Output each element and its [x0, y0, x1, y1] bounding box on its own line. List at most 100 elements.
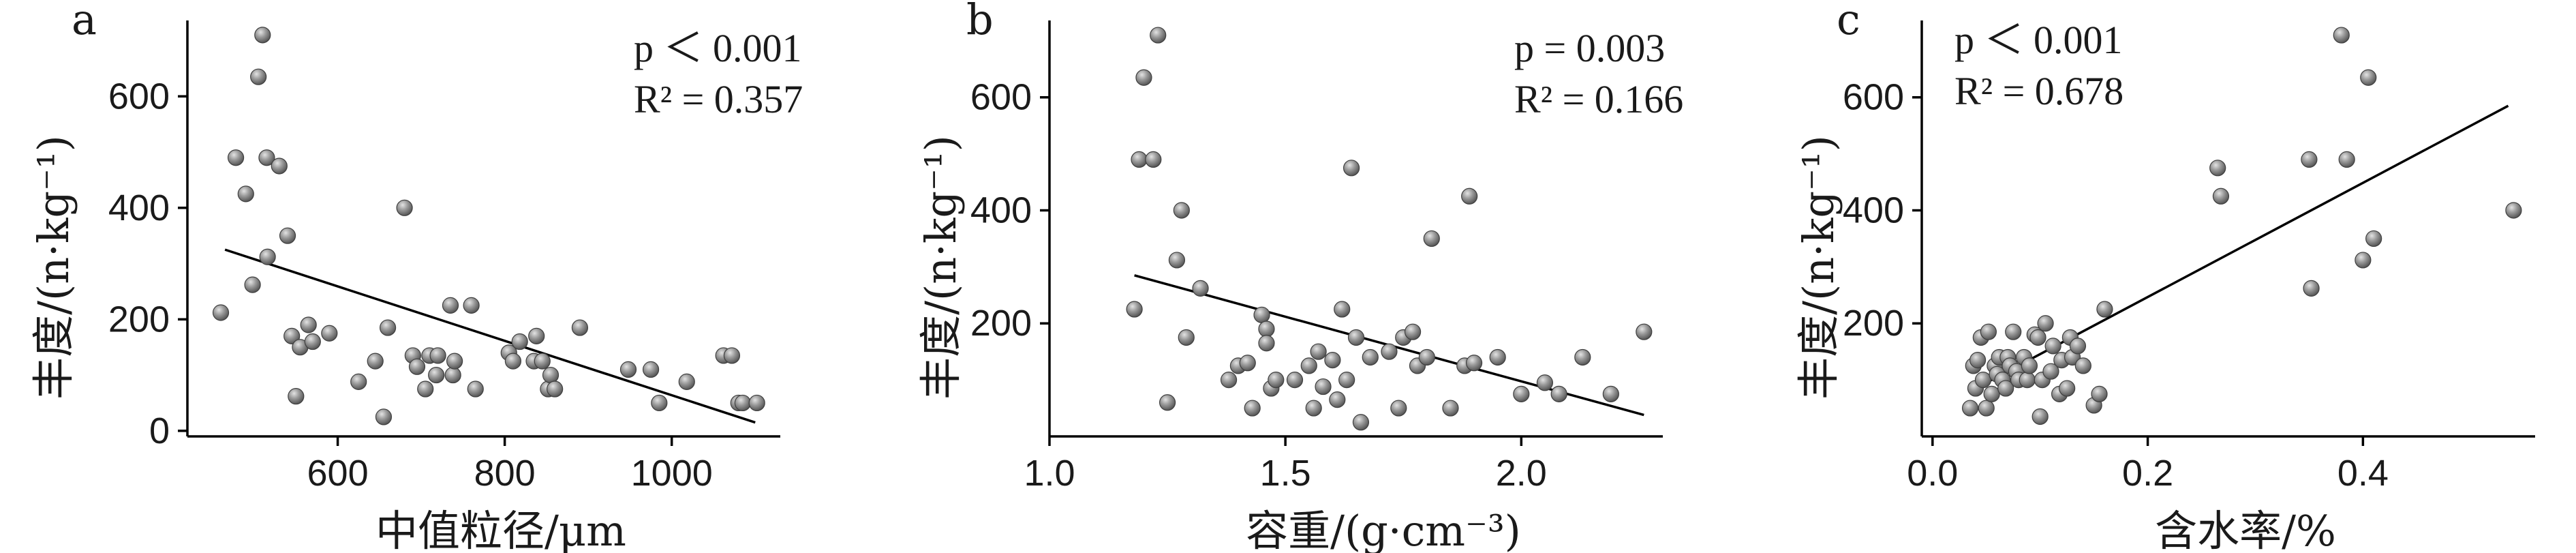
panel-b-y-tick-label: 600	[970, 77, 1032, 118]
panel-a-data-point	[367, 353, 384, 370]
panel-b-data-point	[1268, 372, 1285, 389]
panel-b-data-point	[1352, 414, 1370, 431]
panel-a-y-tick-label: 400	[108, 188, 170, 228]
panel-a-data-point	[642, 361, 660, 378]
panel-b-y-tick-label: 400	[970, 190, 1032, 230]
panel-c-data-point	[2301, 151, 2318, 168]
panel-b-data-point	[1602, 385, 1619, 402]
panel-b-x-tick-label: 1.0	[1024, 453, 1075, 494]
panel-b-data-point	[1315, 378, 1332, 395]
panel-c-data-point	[2209, 160, 2226, 177]
panel-b-data-point	[1381, 343, 1398, 360]
panel-a-data-point	[734, 394, 751, 412]
panel-a-data-point	[504, 353, 521, 370]
panel-a-data-point	[321, 325, 338, 342]
panel-c-y-tick-label: 200	[1843, 303, 1904, 344]
panel-b-data-point	[1418, 348, 1435, 366]
panel-b-data-point	[1362, 348, 1379, 366]
panel-a-data-point	[748, 394, 765, 412]
panel-a-data-point	[250, 68, 267, 85]
panel-a-x-axis-title: 中值粒径/μm	[375, 506, 626, 553]
panel-a-data-point	[651, 394, 668, 412]
panel-b-p-value: p = 0.003	[1514, 26, 1665, 70]
panel-a-p-value: p ＜ 0.001	[634, 26, 802, 70]
panel-c-data-point	[1980, 323, 1997, 340]
panel-b-x-tick-label: 1.5	[1260, 453, 1311, 494]
panel-a-data-point	[212, 304, 230, 321]
panel-a-data-point	[283, 327, 301, 344]
panel-a-data-point	[429, 347, 446, 364]
panel-b-data-point	[1423, 230, 1440, 248]
panel-c-x-tick-label: 0.4	[2337, 453, 2389, 494]
panel-c-data-point	[1974, 372, 1992, 389]
panel-a-data-point	[237, 185, 254, 203]
panel-b-data-point	[1300, 357, 1317, 374]
panel-b-data-point	[1338, 372, 1355, 389]
panel-b-data-point	[1550, 385, 1567, 402]
panel-a-data-point	[254, 27, 271, 44]
panel-c-data-point	[2096, 301, 2113, 318]
panel-a-data-point	[446, 353, 463, 370]
panel-c-data-point	[2029, 329, 2046, 346]
panel-a-y-tick-label: 200	[108, 299, 170, 340]
panel-a-data-point	[542, 366, 559, 384]
panel-b-data-point	[1305, 400, 1322, 417]
panel-c-x-tick-label: 0.2	[2122, 453, 2173, 494]
panel-b-data-point	[1131, 151, 1148, 168]
panel-c-x-tick-label: 0.0	[1907, 453, 1958, 494]
panel-a-data-point	[300, 316, 317, 333]
panel-a-data-point	[444, 366, 461, 384]
panel-b-data-point	[1258, 335, 1275, 352]
panel-c-data-point	[2360, 69, 2377, 86]
panel-b-data-point	[1258, 320, 1275, 338]
panel-c-y-tick-label: 400	[1843, 190, 1904, 230]
panel-b-data-point	[1173, 202, 1190, 219]
panel-b-data-point	[1220, 372, 1238, 389]
panel-a-data-point	[547, 380, 564, 398]
panel-a-data-point	[467, 380, 484, 398]
panel-b-label: b	[966, 0, 994, 44]
panel-b-data-point	[1390, 400, 1407, 417]
panel-c-data-point	[2338, 151, 2355, 168]
panel-c-y-tick-label: 600	[1843, 77, 1904, 118]
panel-a-data-point	[375, 408, 393, 425]
panel-b-y-tick-label: 200	[970, 303, 1032, 344]
panel-a-data-point	[350, 373, 367, 390]
panel-c-data-point	[2069, 338, 2087, 355]
panel-c-data-point	[2031, 408, 2049, 425]
panel-b-data-point	[1536, 374, 1554, 391]
panel-a-data-point	[288, 388, 305, 405]
panel-a-data-point	[619, 361, 637, 378]
panel-b-data-point	[1461, 188, 1478, 205]
panel-a-data-point	[428, 366, 445, 384]
panel-b-data-point	[1192, 280, 1209, 297]
panel-a-data-point	[279, 227, 296, 244]
panel-a-data-point	[417, 380, 434, 398]
panel-a-data-point	[442, 297, 459, 314]
panel-b-data-point	[1253, 306, 1270, 323]
panel-a-data-point	[723, 347, 741, 364]
panel-a-regression-line	[224, 248, 756, 424]
panel-a-data-point	[258, 149, 275, 166]
panel-c-data-point	[1978, 400, 1995, 417]
panel-b-r-squared: R² = 0.166	[1514, 77, 1683, 121]
panel-b-data-point	[1310, 343, 1327, 360]
panel-c-data-point	[2091, 385, 2108, 402]
panel-b-data-point	[1324, 352, 1341, 369]
panel-a-x-tick-label: 800	[474, 453, 536, 494]
panel-c-p-value: p ＜ 0.001	[1954, 18, 2123, 62]
panel-b-data-point	[1574, 348, 1591, 366]
panel-c-data-point	[2019, 372, 2036, 389]
panel-c-data-point	[2074, 357, 2091, 374]
panel-b-data-point	[1404, 323, 1422, 340]
panel-b-data-point	[1168, 252, 1186, 269]
panel-a-data-point	[379, 319, 397, 336]
panel-a-data-point	[511, 333, 528, 350]
panel-a-data-point	[244, 276, 261, 293]
panel-b-x-axis-title: 容重/(g·cm⁻³)	[1246, 506, 1521, 553]
panel-a-data-point	[227, 149, 245, 166]
panel-b-data-point	[1343, 160, 1360, 177]
panel-a-y-axis-title: 丰度/(n·kg⁻¹)	[29, 135, 78, 400]
panel-a-data-point	[463, 297, 480, 314]
